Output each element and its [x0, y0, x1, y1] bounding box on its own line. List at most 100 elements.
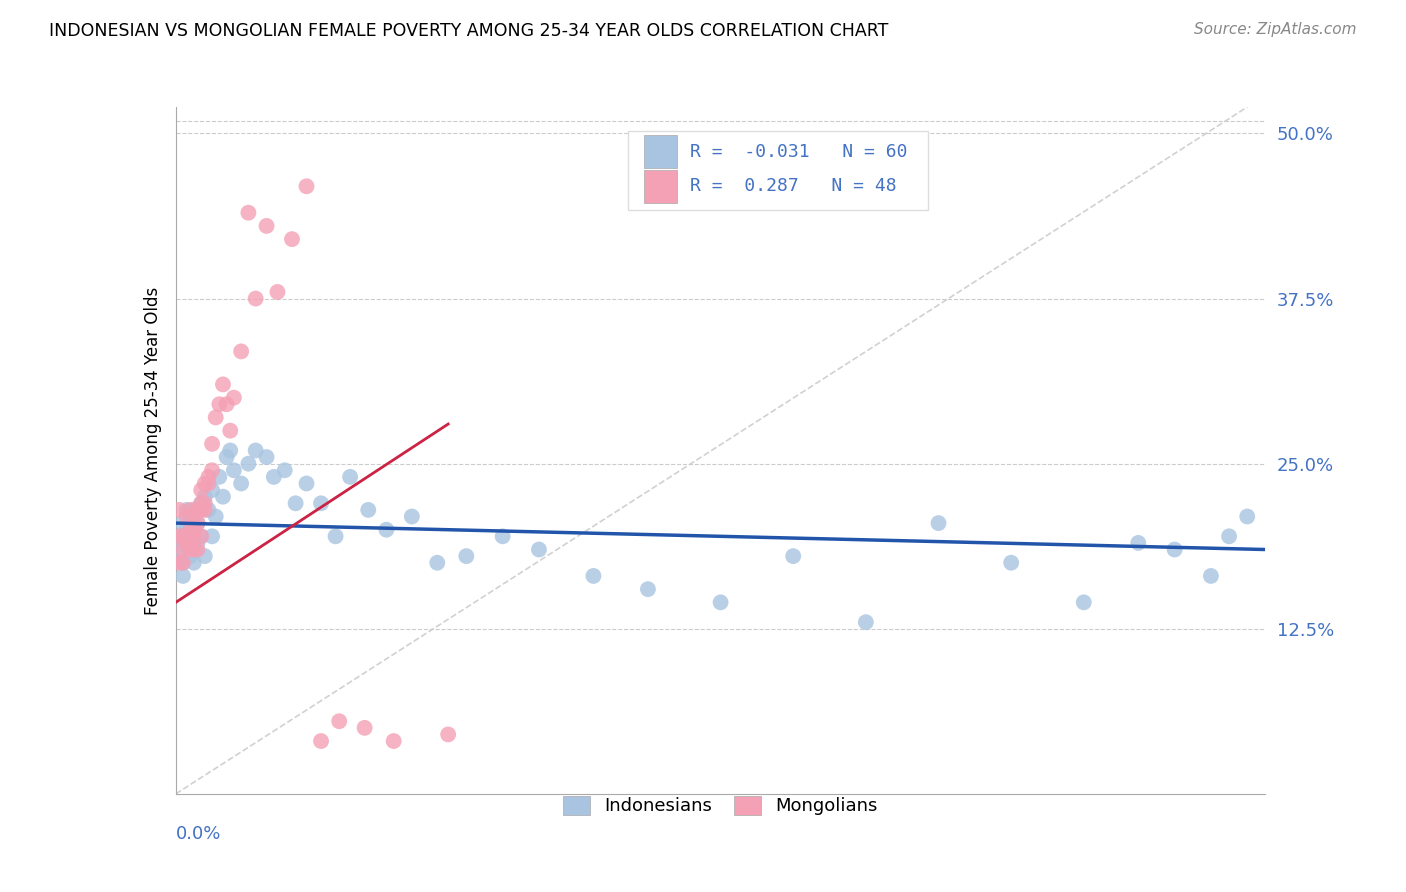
Point — [281, 232, 304, 246]
Point — [169, 503, 191, 517]
Point — [169, 542, 191, 557]
Point — [194, 476, 217, 491]
Point — [928, 516, 950, 530]
Point — [194, 549, 217, 563]
Point — [190, 529, 212, 543]
Point — [172, 516, 194, 530]
Point — [183, 523, 205, 537]
Point — [186, 516, 209, 530]
Point — [186, 536, 209, 550]
Point — [339, 470, 361, 484]
Point — [353, 721, 375, 735]
Point — [172, 556, 194, 570]
Point — [190, 496, 212, 510]
Point — [437, 727, 460, 741]
Point — [179, 509, 201, 524]
Text: 0.0%: 0.0% — [176, 825, 221, 843]
Point — [183, 529, 205, 543]
Point — [245, 443, 267, 458]
Point — [186, 542, 209, 557]
Point — [194, 490, 217, 504]
Point — [176, 529, 198, 543]
Point — [176, 536, 198, 550]
Point — [1073, 595, 1095, 609]
Point — [231, 344, 253, 359]
Point — [426, 556, 449, 570]
Point — [183, 516, 205, 530]
Point — [204, 509, 226, 524]
Point — [382, 734, 405, 748]
Point — [194, 503, 217, 517]
Point — [179, 529, 201, 543]
Point — [197, 476, 219, 491]
Point — [245, 292, 267, 306]
Point — [284, 496, 307, 510]
Point — [208, 397, 231, 411]
Point — [295, 179, 318, 194]
Point — [201, 463, 224, 477]
Point — [492, 529, 515, 543]
Point — [222, 463, 245, 477]
Point — [179, 503, 201, 517]
Point — [176, 503, 198, 517]
Text: INDONESIAN VS MONGOLIAN FEMALE POVERTY AMONG 25-34 YEAR OLDS CORRELATION CHART: INDONESIAN VS MONGOLIAN FEMALE POVERTY A… — [49, 22, 889, 40]
Point — [183, 523, 205, 537]
Point — [176, 523, 198, 537]
Point — [183, 542, 205, 557]
Point — [197, 503, 219, 517]
Point — [176, 509, 198, 524]
Point — [1236, 509, 1258, 524]
Point — [183, 556, 205, 570]
Point — [256, 450, 278, 464]
FancyBboxPatch shape — [644, 169, 678, 202]
Point — [527, 542, 550, 557]
Point — [231, 476, 253, 491]
Point — [212, 490, 235, 504]
Point — [222, 391, 245, 405]
Point — [1128, 536, 1150, 550]
Point — [375, 523, 398, 537]
Point — [582, 569, 605, 583]
Point — [204, 410, 226, 425]
Point — [201, 483, 224, 497]
Point — [328, 714, 350, 729]
Text: R =  -0.031   N = 60: R = -0.031 N = 60 — [690, 143, 907, 161]
Point — [169, 556, 191, 570]
Point — [309, 496, 332, 510]
Point — [176, 536, 198, 550]
Point — [172, 529, 194, 543]
Point — [325, 529, 347, 543]
FancyBboxPatch shape — [644, 136, 678, 169]
Point — [179, 523, 201, 537]
Point — [172, 542, 194, 557]
Point — [637, 582, 659, 596]
Point — [219, 424, 242, 438]
Point — [201, 529, 224, 543]
Point — [194, 496, 217, 510]
Point — [782, 549, 804, 563]
Point — [238, 457, 260, 471]
Point — [219, 443, 242, 458]
Y-axis label: Female Poverty Among 25-34 Year Olds: Female Poverty Among 25-34 Year Olds — [143, 286, 162, 615]
Legend: Indonesians, Mongolians: Indonesians, Mongolians — [555, 789, 886, 822]
Text: R =  0.287   N = 48: R = 0.287 N = 48 — [690, 177, 897, 195]
Point — [295, 476, 318, 491]
Point — [456, 549, 478, 563]
Point — [1163, 542, 1185, 557]
Point — [1000, 556, 1022, 570]
Point — [215, 397, 238, 411]
Point — [186, 516, 209, 530]
Point — [172, 556, 194, 570]
Point — [183, 503, 205, 517]
Point — [855, 615, 877, 630]
Point — [190, 503, 212, 517]
Point — [401, 509, 423, 524]
Point — [172, 569, 194, 583]
Point — [186, 503, 209, 517]
Point — [208, 470, 231, 484]
Point — [238, 205, 260, 219]
Point — [212, 377, 235, 392]
Point — [190, 496, 212, 510]
Point — [256, 219, 278, 233]
Point — [169, 529, 191, 543]
